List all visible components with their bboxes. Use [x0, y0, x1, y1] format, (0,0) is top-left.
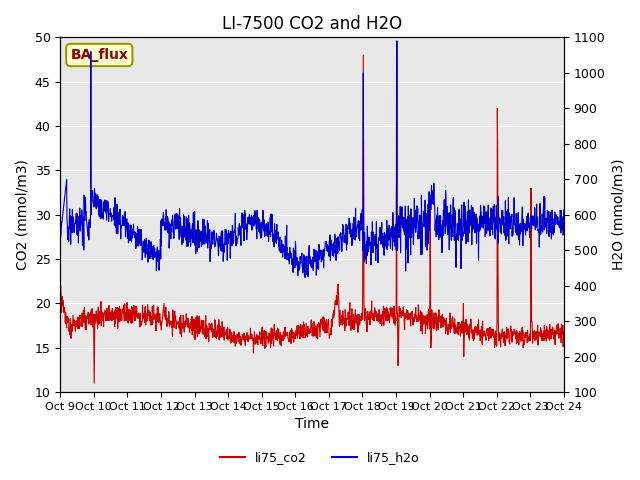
Legend: li75_co2, li75_h2o: li75_co2, li75_h2o [215, 446, 425, 469]
Title: LI-7500 CO2 and H2O: LI-7500 CO2 and H2O [222, 15, 402, 33]
li75_co2 [360, 52, 367, 58]
li75_h2o [95, 214, 103, 219]
li75_co2 [116, 318, 124, 324]
Y-axis label: CO2 (mmol/m3): CO2 (mmol/m3) [15, 159, 29, 270]
li75_h2o [289, 245, 297, 251]
li75_co2 [343, 315, 351, 321]
li75_h2o [56, 219, 64, 225]
li75_co2 [290, 339, 298, 345]
X-axis label: Time: Time [295, 418, 329, 432]
li75_co2 [56, 292, 64, 298]
li75_h2o [301, 275, 309, 280]
Line: li75_h2o: li75_h2o [60, 41, 564, 277]
Y-axis label: H2O (mmol/m3): H2O (mmol/m3) [611, 159, 625, 270]
Line: li75_co2: li75_co2 [60, 55, 564, 383]
li75_co2 [96, 321, 104, 326]
li75_h2o [116, 209, 124, 215]
li75_h2o [560, 207, 568, 213]
Text: BA_flux: BA_flux [70, 48, 128, 62]
li75_h2o [343, 239, 351, 244]
li75_h2o [393, 38, 401, 44]
li75_h2o [280, 243, 288, 249]
li75_co2 [281, 330, 289, 336]
li75_co2 [271, 322, 278, 327]
li75_h2o [270, 244, 278, 250]
li75_co2 [560, 329, 568, 335]
li75_co2 [90, 380, 98, 386]
